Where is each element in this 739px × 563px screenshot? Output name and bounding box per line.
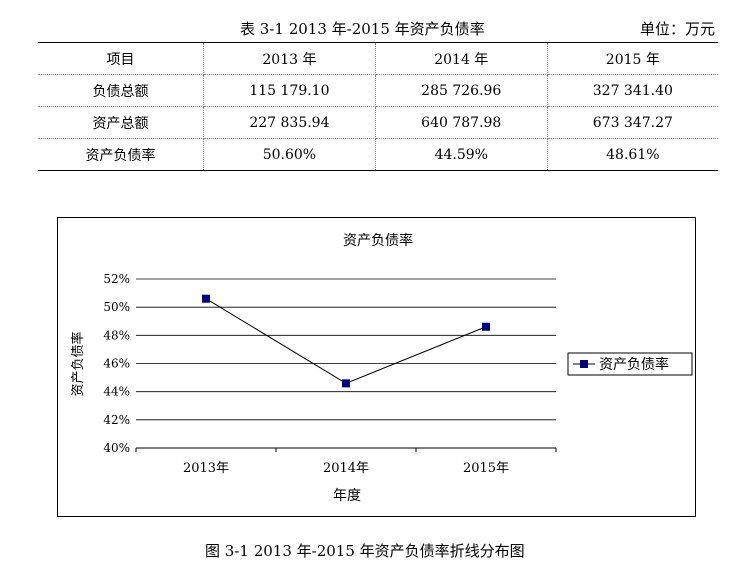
chart-title: 资产负债率 bbox=[343, 232, 413, 249]
y-tick-label: 44% bbox=[103, 385, 130, 399]
table-header-row: 项目 2013 年 2014 年 2015 年 bbox=[38, 42, 718, 75]
line-chart: 资产负债率 40%42%44%46%48%50%52% 2013年 2014年 20… bbox=[70, 232, 693, 504]
header-item: 项目 bbox=[38, 42, 204, 75]
y-tick-label: 50% bbox=[103, 300, 130, 314]
cell: 50.60% bbox=[203, 138, 376, 171]
data-points bbox=[202, 294, 490, 388]
cell: 48.61% bbox=[546, 138, 718, 171]
debt-ratio-table: 项目 2013 年 2014 年 2015 年 负债总额 115 179.10 … bbox=[38, 42, 718, 171]
cell: 327 341.40 bbox=[546, 74, 718, 107]
cell: 115 179.10 bbox=[203, 74, 376, 107]
data-point bbox=[202, 294, 210, 303]
row-label: 资产负债率 bbox=[38, 138, 204, 171]
table-unit: 单位：万元 bbox=[639, 20, 715, 38]
x-tick-label: 2013年 bbox=[183, 461, 229, 476]
row-label: 负债总额 bbox=[38, 74, 204, 107]
cell: 44.59% bbox=[374, 138, 548, 171]
header-2015: 2015 年 bbox=[546, 42, 718, 75]
table-row: 资产总额 227 835.94 640 787.98 673 347.27 bbox=[38, 106, 718, 139]
y-axis-label: 资产负债率 bbox=[70, 331, 86, 396]
x-tick-label: 2014年 bbox=[323, 461, 369, 476]
chart-frame: 资产负债率 40% 42% 44% 46% 48% 50% 52% 2013年 2014年 20… bbox=[57, 217, 696, 517]
gridlines bbox=[136, 278, 556, 449]
data-point bbox=[482, 322, 490, 331]
cell: 640 787.98 bbox=[374, 106, 548, 139]
cell: 285 726.96 bbox=[374, 74, 548, 107]
y-tick-labels: 40% 42% 44% 46% 48% 50% 52% bbox=[103, 272, 130, 455]
legend-marker bbox=[580, 360, 588, 368]
y-tick-label: 40% bbox=[103, 441, 130, 455]
table-row: 负债总额 115 179.10 285 726.96 327 341.40 bbox=[38, 74, 718, 107]
header-2013: 2013 年 bbox=[203, 42, 376, 75]
y-tick-label: 46% bbox=[103, 357, 130, 371]
table-row: 资产负债率 50.60% 44.59% 48.61% bbox=[38, 138, 718, 171]
cell: 227 835.94 bbox=[203, 106, 376, 139]
data-point bbox=[342, 379, 350, 388]
y-tick-label: 48% bbox=[103, 328, 130, 342]
legend: 资产负债率 bbox=[567, 352, 693, 376]
figure-caption: 图 3-1 2013 年-2015 年资产负债率折线分布图 bbox=[205, 542, 525, 560]
table-caption: 表 3-1 2013 年-2015 年资产负债率 bbox=[240, 20, 485, 38]
row-label: 资产总额 bbox=[38, 106, 204, 139]
y-tick-label: 42% bbox=[103, 413, 130, 427]
legend-label: 资产负债率 bbox=[599, 356, 669, 373]
x-tick-labels: 2013年 2014年 2015年 bbox=[135, 448, 557, 476]
series-line bbox=[205, 298, 487, 384]
x-tick-label: 2015年 bbox=[463, 461, 509, 476]
y-tick-label: 52% bbox=[103, 272, 130, 286]
header-2014: 2014 年 bbox=[374, 42, 548, 75]
cell: 673 347.27 bbox=[546, 106, 718, 139]
x-axis-label: 年度 bbox=[333, 488, 361, 504]
